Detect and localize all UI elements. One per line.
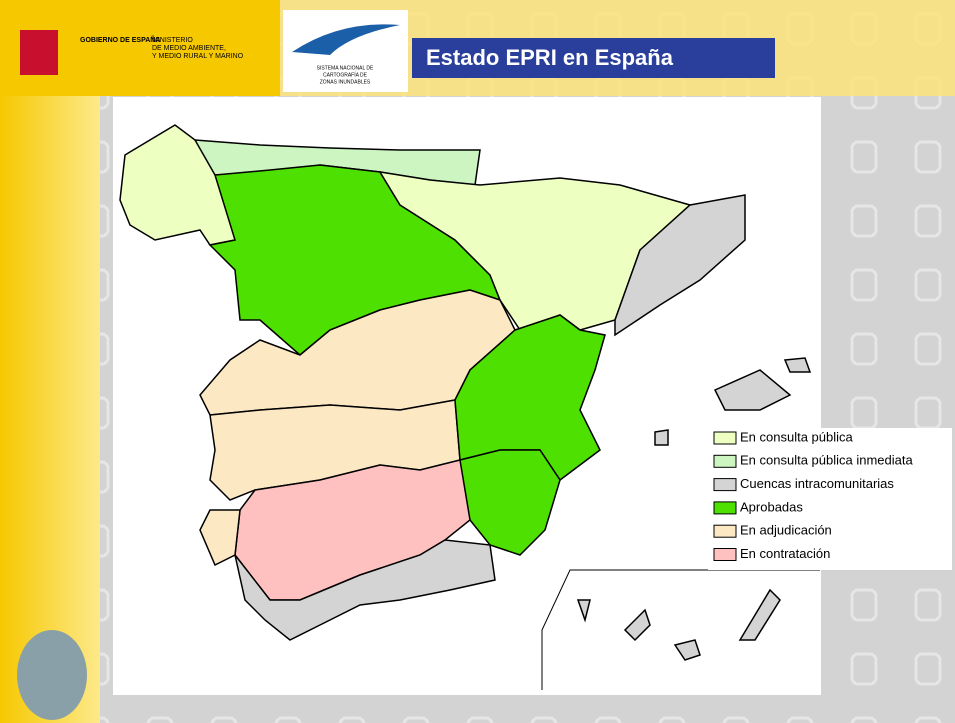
slide: GOBIERNO DE ESPAÑA MINISTERIO DE MEDIO A… <box>0 0 955 723</box>
legend-label: En consulta pública <box>740 429 854 444</box>
side-band <box>0 0 100 723</box>
island <box>785 358 810 372</box>
ministry-text: Y MEDIO RURAL Y MARINO <box>152 53 244 60</box>
legend-swatch <box>714 502 736 514</box>
gov-text: GOBIERNO DE ESPAÑA <box>80 35 160 44</box>
sncz-text: SISTEMA NACIONAL DE <box>317 65 374 71</box>
legend-label: En contratación <box>740 546 830 561</box>
legend-swatch <box>714 525 736 537</box>
drop-icon <box>17 630 87 720</box>
legend-swatch <box>714 479 736 491</box>
legend-swatch <box>714 432 736 444</box>
title: Estado EPRI en España <box>426 45 674 70</box>
slide-canvas: GOBIERNO DE ESPAÑA MINISTERIO DE MEDIO A… <box>0 0 955 723</box>
sncz-text: CARTOGRAFÍA DE <box>323 71 368 78</box>
sncz-text: ZONAS INUNDABLES <box>320 79 371 85</box>
legend-swatch <box>714 455 736 467</box>
legend-label: En consulta pública inmediata <box>740 453 913 468</box>
ministry-text: DE MEDIO AMBIENTE, <box>152 45 226 52</box>
ministry-text: MINISTERIO <box>152 37 193 44</box>
island <box>655 430 668 445</box>
legend-label: Aprobadas <box>740 499 803 514</box>
legend-label: En adjudicación <box>740 523 832 538</box>
legend-label: Cuencas intracomunitarias <box>740 476 894 491</box>
coat-of-arms <box>20 30 58 75</box>
legend-swatch <box>714 549 736 561</box>
